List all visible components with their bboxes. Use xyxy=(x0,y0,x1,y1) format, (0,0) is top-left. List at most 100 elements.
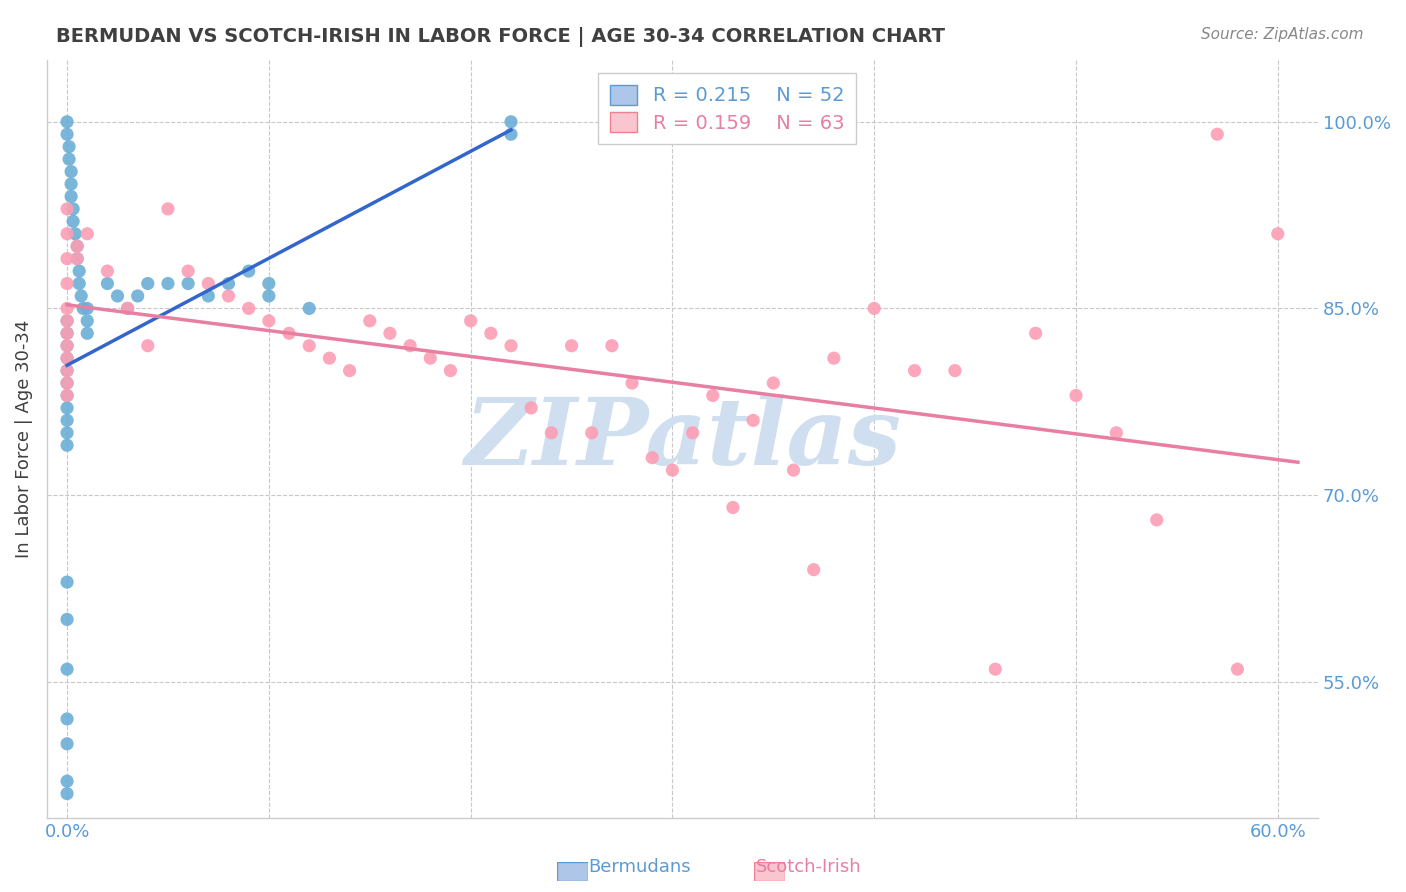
Point xyxy=(177,264,200,278)
Point xyxy=(56,575,79,590)
Point xyxy=(661,463,683,477)
Point xyxy=(278,326,301,341)
Point xyxy=(56,351,79,366)
Point xyxy=(56,227,79,241)
Point xyxy=(76,326,98,341)
Text: Bermudans: Bermudans xyxy=(589,858,690,876)
Point xyxy=(56,115,79,129)
Point xyxy=(56,363,79,377)
Point xyxy=(56,774,79,789)
Point xyxy=(197,277,219,291)
Point xyxy=(107,289,129,303)
Point xyxy=(56,662,79,676)
Point xyxy=(56,388,79,402)
Point xyxy=(378,326,401,341)
Point xyxy=(58,139,80,153)
Point xyxy=(56,787,79,801)
Point xyxy=(127,289,149,303)
Point xyxy=(76,314,98,328)
Point xyxy=(359,314,381,328)
Point xyxy=(803,563,825,577)
Point xyxy=(56,314,79,328)
Point xyxy=(67,264,90,278)
Point xyxy=(56,376,79,390)
Point xyxy=(903,363,925,377)
Point xyxy=(499,127,522,141)
Point xyxy=(682,425,704,440)
Point xyxy=(76,227,98,241)
Point xyxy=(1146,513,1168,527)
Point xyxy=(96,277,118,291)
Text: ZIPatlas: ZIPatlas xyxy=(464,394,901,484)
Point xyxy=(218,277,240,291)
Point xyxy=(70,289,93,303)
Point xyxy=(823,351,845,366)
Point xyxy=(66,252,89,266)
Point xyxy=(762,376,785,390)
Point xyxy=(56,339,79,353)
Point xyxy=(257,277,280,291)
Point xyxy=(56,339,79,353)
Point xyxy=(56,737,79,751)
Point xyxy=(56,425,79,440)
Point xyxy=(136,339,159,353)
Point xyxy=(56,326,79,341)
Point xyxy=(318,351,340,366)
Point xyxy=(581,425,603,440)
Point xyxy=(56,277,79,291)
Point xyxy=(177,277,200,291)
Point xyxy=(439,363,461,377)
Point xyxy=(56,401,79,415)
Point xyxy=(60,164,83,178)
Point xyxy=(479,326,502,341)
Point xyxy=(56,301,79,316)
Point xyxy=(56,326,79,341)
Point xyxy=(218,289,240,303)
Y-axis label: In Labor Force | Age 30-34: In Labor Force | Age 30-34 xyxy=(15,320,32,558)
Point xyxy=(863,301,886,316)
Text: Source: ZipAtlas.com: Source: ZipAtlas.com xyxy=(1201,27,1364,42)
Point xyxy=(540,425,562,440)
Point xyxy=(1064,388,1087,402)
Point xyxy=(62,202,84,216)
Point xyxy=(943,363,966,377)
Point xyxy=(63,227,86,241)
Text: BERMUDAN VS SCOTCH-IRISH IN LABOR FORCE | AGE 30-34 CORRELATION CHART: BERMUDAN VS SCOTCH-IRISH IN LABOR FORCE … xyxy=(56,27,945,46)
Point xyxy=(76,301,98,316)
Legend: R = 0.215    N = 52, R = 0.159    N = 63: R = 0.215 N = 52, R = 0.159 N = 63 xyxy=(598,73,856,145)
Point xyxy=(117,301,139,316)
Point xyxy=(62,214,84,228)
Point xyxy=(96,264,118,278)
Point xyxy=(257,289,280,303)
Point xyxy=(60,189,83,203)
Point xyxy=(984,662,1007,676)
Point xyxy=(499,115,522,129)
Point xyxy=(66,239,89,253)
Point xyxy=(197,289,219,303)
Point xyxy=(117,301,139,316)
Point xyxy=(339,363,361,377)
Point xyxy=(66,239,89,253)
Point xyxy=(721,500,744,515)
Point xyxy=(238,301,260,316)
Point xyxy=(156,202,179,216)
Point xyxy=(72,301,94,316)
Point xyxy=(56,127,79,141)
Point xyxy=(56,388,79,402)
Point xyxy=(58,152,80,166)
Point xyxy=(60,177,83,191)
Text: Scotch-Irish: Scotch-Irish xyxy=(755,858,862,876)
Point xyxy=(56,363,79,377)
Point xyxy=(56,612,79,626)
Point xyxy=(782,463,804,477)
Point xyxy=(67,277,90,291)
Point xyxy=(702,388,724,402)
Point xyxy=(460,314,482,328)
Point xyxy=(560,339,582,353)
Point xyxy=(641,450,664,465)
Point xyxy=(1206,127,1229,141)
Point xyxy=(1267,227,1289,241)
Point xyxy=(298,339,321,353)
Point xyxy=(56,438,79,452)
Point xyxy=(56,351,79,366)
